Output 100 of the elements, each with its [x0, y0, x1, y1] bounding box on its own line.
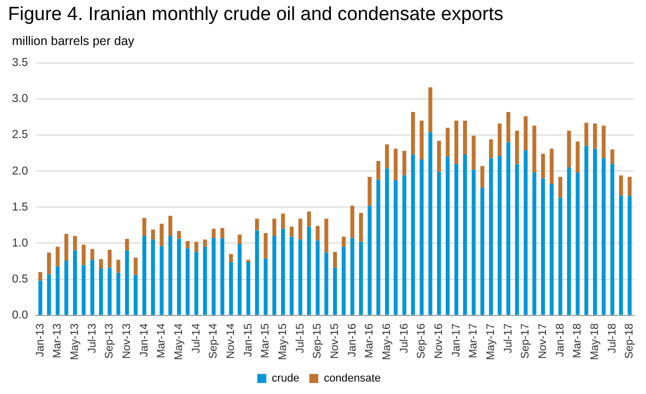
bar: [160, 246, 164, 315]
bar: [316, 240, 320, 315]
bar: [454, 120, 458, 164]
x-tick-label: Sep-13: [104, 323, 116, 359]
bar: [420, 120, 424, 160]
x-tick-label: Jul-18: [606, 323, 618, 354]
bar: [298, 240, 302, 315]
x-tick-label: Nov-17: [537, 323, 550, 359]
bar: [238, 234, 242, 244]
x-tick-label: May-18: [589, 323, 602, 360]
bar: [281, 228, 285, 315]
bar: [524, 116, 528, 150]
bar: [238, 244, 242, 315]
bar: [558, 176, 562, 198]
x-tick-label: Nov-14: [225, 323, 238, 359]
bar: [99, 259, 103, 268]
bar: [446, 128, 450, 157]
bar: [246, 262, 250, 315]
x-tick-label: Jan-16: [346, 323, 358, 357]
bar: [411, 112, 415, 154]
x-tick-label: Nov-15: [329, 323, 342, 359]
bar: [307, 211, 311, 227]
bar: [64, 260, 68, 315]
x-tick-label: Jan-15: [242, 323, 254, 357]
y-axis-title: million barrels per day: [12, 34, 134, 48]
bar: [229, 262, 233, 315]
x-tick-label: Jul-14: [190, 323, 202, 354]
bar: [584, 122, 588, 146]
x-tick-label: May-17: [485, 323, 498, 360]
x-tick-label: Mar-15: [260, 323, 272, 358]
bar: [376, 160, 380, 180]
bar: [567, 130, 571, 168]
x-tick-label: Jul-13: [86, 323, 98, 354]
bar: [47, 252, 51, 274]
x-tick-label: Jan-13: [34, 323, 46, 357]
bar: [446, 156, 450, 315]
bar: [90, 248, 94, 260]
bar: [394, 180, 398, 315]
bar: [82, 244, 86, 265]
bar: [428, 87, 432, 132]
bar: [359, 242, 363, 315]
bar: [541, 178, 545, 315]
bar: [342, 236, 346, 247]
bar: [376, 180, 380, 315]
x-tick-label: Sep-15: [312, 323, 324, 359]
bar: [385, 144, 389, 168]
legend-label: crude: [272, 372, 300, 385]
x-tick-label: Jul-15: [294, 323, 306, 354]
bar: [168, 216, 172, 236]
bar: [108, 250, 112, 268]
bar: [333, 268, 337, 315]
bar: [264, 233, 268, 258]
x-tick-label: Jan-17: [450, 323, 462, 357]
x-tick-label: May-16: [381, 323, 394, 360]
bar: [402, 175, 406, 315]
bar: [160, 224, 164, 246]
x-tick-label: Mar-14: [156, 323, 168, 358]
x-tick-label: May-14: [173, 323, 186, 360]
bar: [151, 230, 155, 240]
y-tick-label: 2.5: [12, 129, 28, 142]
bar: [515, 130, 519, 164]
bar: [272, 218, 276, 236]
bar: [584, 146, 588, 315]
x-tick-label: Jul-17: [502, 323, 514, 354]
bar: [515, 164, 519, 315]
bar: [177, 230, 181, 239]
bar: [576, 142, 580, 173]
bar: [498, 123, 502, 156]
bar: [264, 258, 268, 315]
bar: [463, 120, 467, 154]
bar: [428, 132, 432, 315]
x-tick-label: Jan-18: [554, 323, 566, 357]
bar: [125, 250, 129, 315]
bar: [368, 176, 372, 206]
bar: [134, 274, 138, 315]
x-tick-label: Sep-18: [624, 323, 636, 359]
bar: [168, 236, 172, 315]
bar: [56, 246, 60, 266]
bar: [99, 268, 103, 315]
y-tick-label: 3.0: [12, 93, 28, 106]
y-tick-label: 1.0: [12, 237, 28, 250]
bar: [394, 148, 398, 180]
bar: [290, 236, 294, 315]
bar: [567, 167, 571, 315]
y-tick-label: 2.0: [12, 165, 28, 178]
bar: [203, 246, 207, 315]
bar: [550, 148, 554, 184]
bar: [472, 170, 476, 315]
x-tick-label: Sep-16: [416, 323, 428, 359]
bar: [324, 218, 328, 253]
bar: [610, 164, 614, 315]
bar: [186, 248, 190, 315]
bar: [307, 226, 311, 315]
bar: [38, 280, 42, 315]
bar: [532, 172, 536, 315]
bar: [47, 274, 51, 315]
bar: [532, 126, 536, 173]
bar: [203, 240, 207, 247]
bar: [281, 214, 285, 229]
x-tick-label: Sep-17: [520, 323, 532, 359]
